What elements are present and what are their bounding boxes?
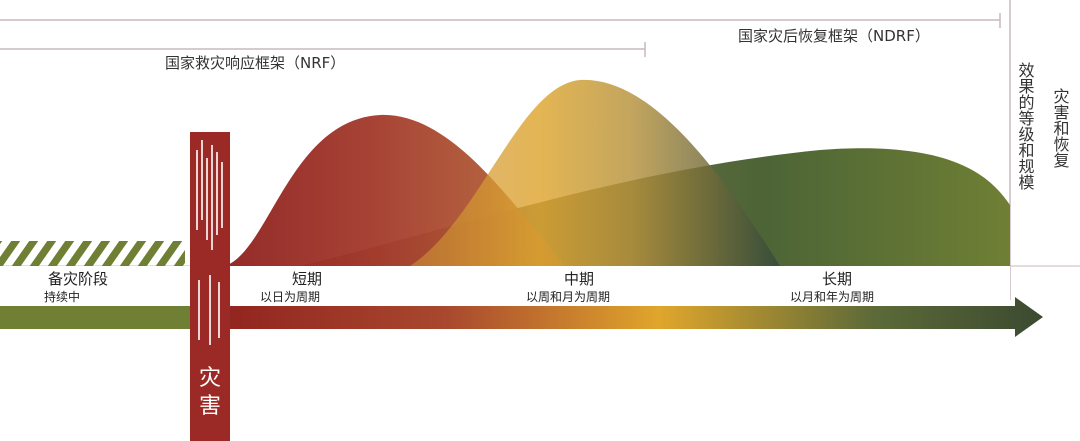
axis-label-recovery: 灾害和恢复	[1051, 88, 1070, 169]
short-phase-subtitle: 以日为周期	[260, 290, 320, 304]
disaster-spikes	[196, 140, 223, 345]
preparedness-band-hatched	[0, 241, 185, 268]
prep-phase-subtitle: 持续中	[44, 289, 80, 304]
recovery-progression-arrow	[190, 297, 1043, 337]
nrf-bracket	[0, 42, 646, 57]
axis-label-scale: 效果的等级和规模	[1016, 62, 1035, 190]
phase-label-band	[0, 266, 1010, 306]
prep-phase-title: 备灾阶段	[48, 270, 108, 288]
ndrf-label: 国家灾后恢复框架（NDRF）	[738, 27, 930, 45]
mid-phase-title: 中期	[564, 270, 594, 288]
mid-phase-subtitle: 以周和月为周期	[526, 290, 610, 304]
disaster-label-1: 灾	[199, 366, 221, 391]
long-phase-subtitle: 以月和年为周期	[790, 290, 874, 304]
mid-term-curve	[410, 79, 780, 266]
long-phase-title: 长期	[822, 270, 852, 288]
disaster-label-2: 害	[199, 394, 221, 419]
ndrf-bracket	[0, 13, 1001, 28]
short-phase-title: 短期	[292, 270, 322, 288]
nrf-label: 国家救灾响应框架（NRF）	[165, 54, 345, 72]
preparedness-arrow-band	[0, 306, 190, 329]
